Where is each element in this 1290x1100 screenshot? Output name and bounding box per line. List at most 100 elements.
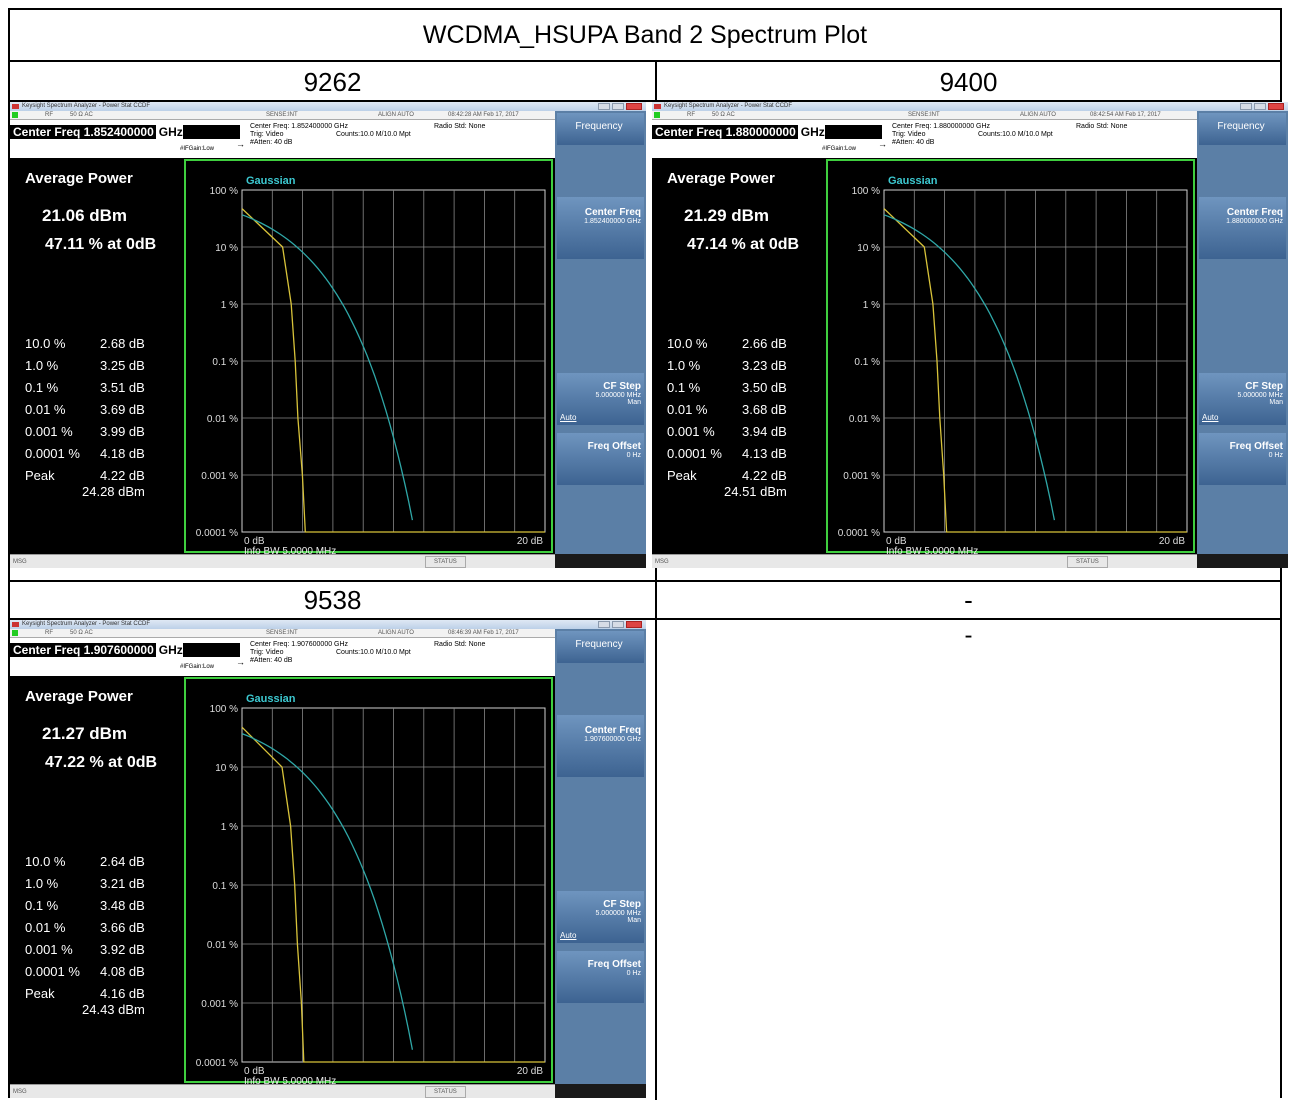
stat-value: 2.64 dB (100, 854, 145, 869)
radio-std-meta: Radio Std: None (434, 641, 486, 648)
stat-probability: 0.0001 % (25, 964, 80, 979)
align-label: ALIGN AUTO (1020, 112, 1056, 118)
if-gain-meta: #IFGain:Low (180, 146, 215, 152)
stat-probability: 0.01 % (25, 920, 66, 935)
y-tick-label: 0.1 % (212, 881, 238, 892)
freq-offset-softkey[interactable]: Freq Offset 0 Hz (1199, 433, 1286, 485)
freq-offset-key-label: Freq Offset (1229, 441, 1283, 452)
stat-probability: 0.01 % (667, 402, 708, 417)
freq-offset-key-value: 0 Hz (626, 970, 641, 977)
center-freq-unit: GHz (797, 125, 825, 139)
stat-probability: 1.0 % (25, 876, 59, 891)
stat-value: 4.08 dB (100, 964, 145, 979)
cf-step-man-option[interactable]: Man (627, 399, 641, 406)
close-button[interactable] (626, 621, 642, 628)
center-freq-display[interactable]: Center Freq 1.907600000 GHz (10, 643, 240, 657)
trigger-arrow-icon: → (236, 139, 245, 149)
info-bw-label: Info BW 5.0000 MHz (244, 546, 336, 554)
stat-probability: 10.0 % (667, 336, 708, 351)
channel-header-empty: - (657, 582, 1280, 620)
y-tick-label: 0.01 % (207, 940, 238, 951)
stat-probability: 0.1 % (25, 898, 59, 913)
plot-border (184, 677, 553, 1083)
close-button[interactable] (626, 103, 642, 110)
gaussian-reference-trace (883, 214, 1056, 521)
stat-value: 3.23 dB (742, 358, 787, 373)
center-freq-key-value: 1.852400000 GHz (584, 218, 641, 225)
counts-meta: Counts:10.0 M/10.0 Mpt (336, 131, 411, 138)
center-freq-softkey[interactable]: Center Freq 1.907600000 GHz (557, 715, 644, 777)
app-icon (12, 622, 19, 627)
cf-step-softkey[interactable]: CF Step 5.000000 MHz Auto Man (557, 373, 644, 425)
y-tick-label: 0.0001 % (196, 1058, 238, 1069)
stat-probability: 0.001 % (667, 424, 715, 439)
status-led-icon (654, 112, 660, 118)
cf-step-auto-option[interactable]: Auto (1202, 413, 1219, 422)
status-button[interactable]: STATUS (1067, 556, 1108, 568)
center-freq-meta: Center Freq: 1.852400000 GHz (250, 123, 349, 130)
message-bar: MSG STATUS (10, 554, 555, 568)
stat-probability: 10.0 % (25, 854, 66, 869)
message-bar: MSG STATUS (10, 1084, 555, 1098)
cf-step-softkey[interactable]: CF Step 5.000000 MHz Auto Man (557, 891, 644, 943)
center-freq-display[interactable]: Center Freq 1.852400000 GHz (10, 125, 240, 139)
freq-offset-softkey[interactable]: Freq Offset 0 Hz (557, 433, 644, 485)
peak-dbm: 24.28 dBm (82, 484, 145, 499)
cf-step-auto-option[interactable]: Auto (560, 931, 577, 940)
status-button[interactable]: STATUS (425, 556, 466, 568)
cf-step-auto-option[interactable]: Auto (560, 413, 577, 422)
results-panel: Average Power 21.29 dBm 47.14 % at 0dB 10.0… (652, 158, 822, 554)
radio-std-meta: Radio Std: None (1076, 123, 1128, 130)
minimize-button[interactable] (1240, 103, 1252, 110)
y-tick-label: 100 % (852, 186, 880, 197)
rf-label: RF (45, 112, 53, 118)
center-freq-display[interactable]: Center Freq 1.880000000 GHz (652, 125, 882, 139)
softkey-panel: Frequency Center Freq 1.880000000 GHz CF St… (1197, 111, 1288, 554)
frequency-menu-title: Frequency (557, 631, 644, 663)
y-tick-label: 1 % (221, 822, 238, 833)
counts-meta: Counts:10.0 M/10.0 Mpt (978, 131, 1053, 138)
x-axis-left-label: 0 dB (244, 1066, 265, 1077)
y-tick-label: 0.0001 % (196, 528, 238, 539)
y-tick-label: 0.001 % (843, 471, 880, 482)
trig-meta: Trig: Video (892, 131, 926, 138)
freq-offset-key-value: 0 Hz (626, 452, 641, 459)
center-freq-softkey[interactable]: Center Freq 1.880000000 GHz (1199, 197, 1286, 259)
x-axis-right-label: 20 dB (517, 1066, 543, 1077)
ccdf-plot-svg: 100 % 10 % 1 % 0.1 % 0.01 % 0.001 % 0.0001 % Ga… (184, 159, 553, 554)
cf-step-key-label: CF Step (603, 899, 641, 910)
ccdf-plot-svg: 100 % 10 % 1 % 0.1 % 0.01 % 0.001 % 0.0001 % Ga… (184, 677, 553, 1084)
gaussian-legend: Gaussian (888, 175, 938, 187)
cf-step-softkey[interactable]: CF Step 5.000000 MHz Auto Man (1199, 373, 1286, 425)
center-freq-softkey[interactable]: Center Freq 1.852400000 GHz (557, 197, 644, 259)
center-freq-text: Center Freq 1.852400000 (13, 125, 154, 139)
softkey-panel: Frequency Center Freq 1.907600000 GHz CF St… (555, 629, 646, 1084)
center-freq-key-label: Center Freq (584, 207, 641, 218)
stat-value: 3.66 dB (100, 920, 145, 935)
ccdf-plot: 100 % 10 % 1 % 0.1 % 0.01 % 0.001 % 0.0001 % Ga… (180, 158, 555, 554)
maximize-button[interactable] (612, 621, 624, 628)
window-controls (598, 621, 642, 628)
timestamp: 08:42:54 AM Feb 17, 2017 (1090, 112, 1161, 118)
cf-step-man-option[interactable]: Man (627, 917, 641, 924)
stat-value: 3.50 dB (742, 380, 787, 395)
peak-label: Peak (667, 468, 697, 483)
gaussian-legend: Gaussian (246, 175, 296, 187)
minimize-button[interactable] (598, 621, 610, 628)
app-icon (654, 104, 661, 109)
x-axis-left-label: 0 dB (244, 536, 265, 547)
sense-label: SENSE:INT (266, 630, 298, 636)
cf-step-man-option[interactable]: Man (1269, 399, 1283, 406)
status-button[interactable]: STATUS (425, 1086, 466, 1098)
gaussian-reference-trace (241, 732, 414, 1050)
minimize-button[interactable] (598, 103, 610, 110)
y-tick-label: 1 % (863, 300, 880, 311)
maximize-button[interactable] (1254, 103, 1266, 110)
frequency-menu-title: Frequency (557, 113, 644, 145)
peak-label: Peak (25, 986, 55, 1001)
average-power-value: 21.27 dBm (42, 724, 128, 743)
close-button[interactable] (1268, 103, 1284, 110)
info-bw-label: Info BW 5.0000 MHz (886, 546, 978, 554)
freq-offset-softkey[interactable]: Freq Offset 0 Hz (557, 951, 644, 1003)
maximize-button[interactable] (612, 103, 624, 110)
